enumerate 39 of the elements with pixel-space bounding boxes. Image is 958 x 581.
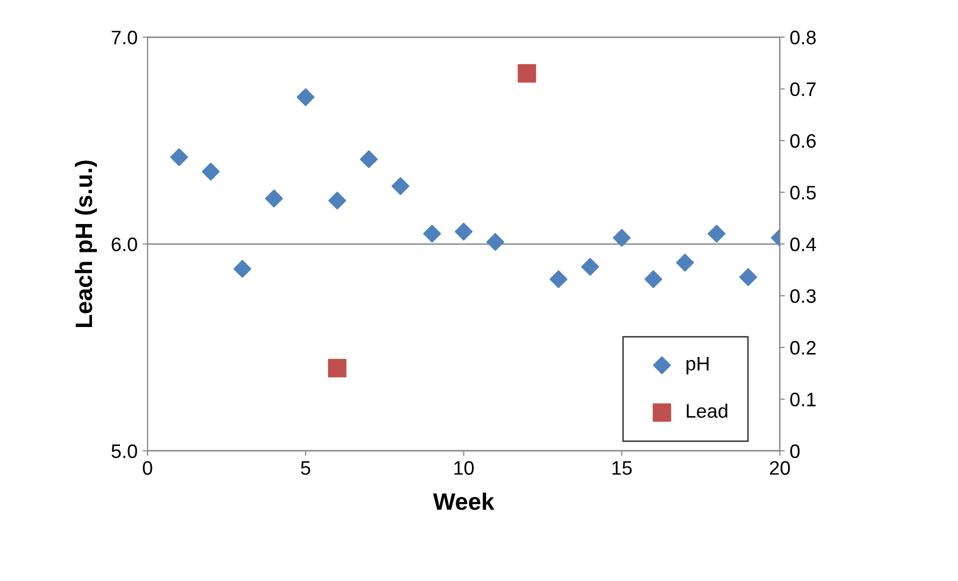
legend-label: pH — [686, 356, 709, 374]
y2-tick-label: 0.1 — [790, 392, 816, 406]
point — [486, 233, 504, 251]
point — [202, 162, 220, 181]
legend-label: Lead — [686, 404, 728, 418]
x-tick-label: 0 — [142, 461, 152, 475]
point — [708, 224, 726, 243]
x-tick-label: 5 — [300, 461, 310, 475]
y-tick-label: 5.0 — [112, 444, 138, 458]
y2-tick-label: 0.6 — [790, 134, 816, 148]
point — [550, 270, 568, 288]
y2-tick-label: 0 — [790, 444, 800, 458]
y-axis-title: Leach pH (s.u.) — [74, 160, 97, 328]
x-axis-title: Week — [433, 492, 494, 510]
y-tick-label: 7.0 — [112, 30, 138, 44]
y2-tick-label: 0.3 — [790, 289, 816, 303]
point — [454, 222, 473, 241]
point — [265, 190, 283, 208]
x-tick-label: 10 — [454, 461, 474, 475]
y2-tick-label: 0.8 — [790, 30, 816, 44]
y2-tick-label: 0.7 — [790, 82, 816, 96]
point — [170, 148, 188, 166]
point — [233, 260, 252, 278]
point — [360, 150, 378, 168]
x-tick-label: 20 — [770, 461, 790, 475]
point — [328, 192, 346, 210]
point — [644, 270, 662, 288]
point — [676, 254, 694, 272]
y2-tick-label: 0.2 — [790, 340, 816, 355]
point — [581, 258, 600, 276]
point — [423, 224, 441, 243]
point — [296, 88, 315, 106]
point — [739, 268, 758, 286]
y2-tick-label: 0.4 — [790, 237, 816, 252]
y2-tick-label: 0.5 — [790, 186, 816, 200]
point — [612, 228, 631, 247]
y-tick-label: 6.0 — [112, 237, 138, 252]
x-tick-label: 15 — [612, 461, 632, 475]
point — [392, 177, 410, 196]
